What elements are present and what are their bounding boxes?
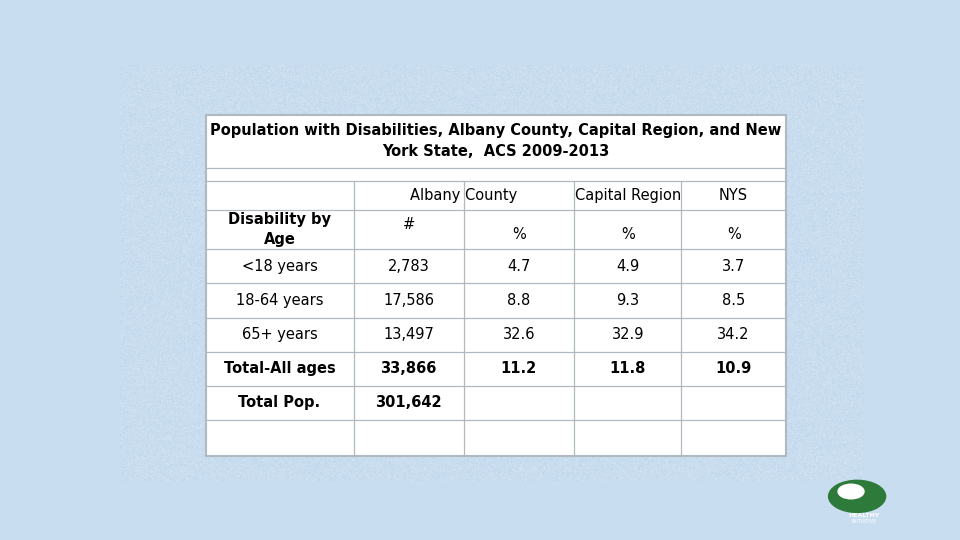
Text: Albany County: Albany County: [410, 188, 517, 203]
Text: %: %: [727, 227, 740, 242]
Text: 11.8: 11.8: [610, 361, 646, 376]
Text: 32.6: 32.6: [503, 327, 535, 342]
Text: 32.9: 32.9: [612, 327, 644, 342]
Text: Population with Disabilities, Albany County, Capital Region, and New
York State,: Population with Disabilities, Albany Cou…: [210, 123, 781, 159]
Bar: [205, 114, 786, 456]
Text: 13,497: 13,497: [383, 327, 434, 342]
Circle shape: [828, 481, 885, 512]
Text: 301,642: 301,642: [375, 395, 442, 410]
Text: INITIATIVE: INITIATIVE: [852, 519, 876, 524]
Text: 18-64 years: 18-64 years: [236, 293, 324, 308]
Text: 2,783: 2,783: [388, 259, 429, 274]
Bar: [205, 114, 786, 456]
Text: 10.9: 10.9: [715, 361, 752, 376]
Circle shape: [838, 484, 864, 499]
Text: #: #: [402, 217, 415, 232]
Text: 8.8: 8.8: [507, 293, 531, 308]
Text: 3.7: 3.7: [722, 259, 745, 274]
Text: 4.9: 4.9: [616, 259, 639, 274]
Text: 33,866: 33,866: [380, 361, 437, 376]
Text: 17,586: 17,586: [383, 293, 434, 308]
Text: Capital Region: Capital Region: [575, 188, 681, 203]
Text: 11.2: 11.2: [501, 361, 537, 376]
Text: Total Pop.: Total Pop.: [238, 395, 321, 410]
Text: %: %: [512, 227, 526, 242]
Text: Total-All ages: Total-All ages: [224, 361, 335, 376]
Text: HEALTHY: HEALTHY: [849, 514, 879, 518]
Text: <18 years: <18 years: [242, 259, 318, 274]
Text: 65+ years: 65+ years: [242, 327, 318, 342]
Text: Disability by
Age: Disability by Age: [228, 212, 331, 247]
Text: 9.3: 9.3: [616, 293, 639, 308]
Text: %: %: [621, 227, 635, 242]
Text: NYS: NYS: [719, 188, 748, 203]
Text: 8.5: 8.5: [722, 293, 745, 308]
Text: 4.7: 4.7: [507, 259, 531, 274]
Text: 34.2: 34.2: [717, 327, 750, 342]
